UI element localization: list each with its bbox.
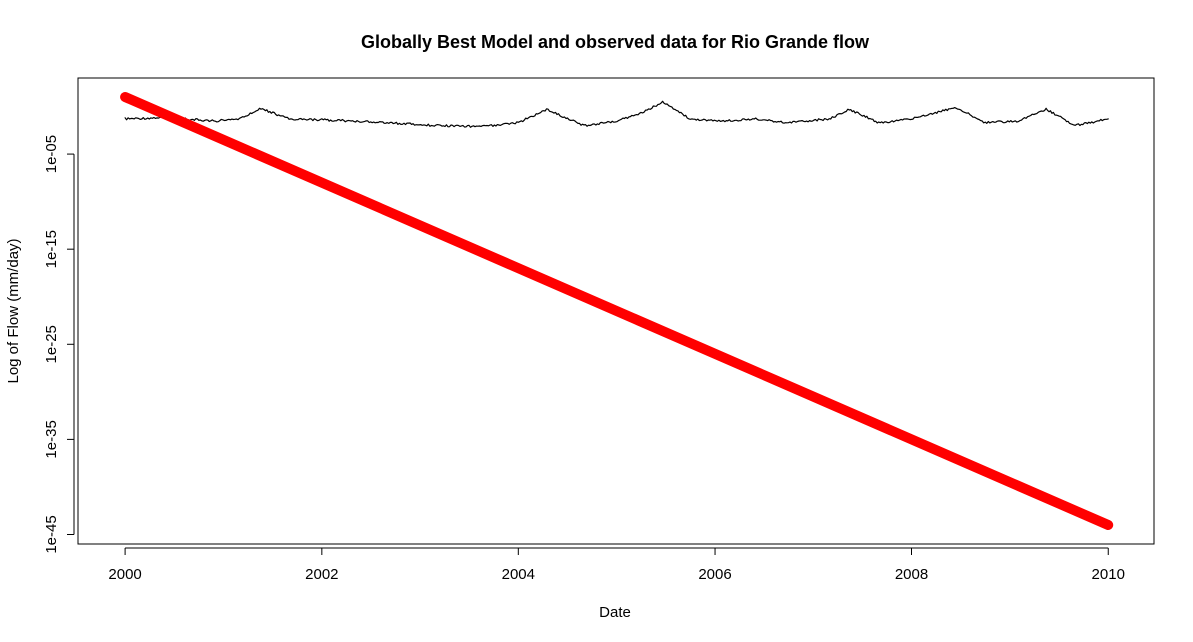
y-tick-label: 1e-25 [43,325,60,363]
x-tick-label: 2000 [108,566,141,583]
y-tick-label: 1e-15 [43,230,60,268]
series-layer [120,92,1114,530]
model-series-line [120,92,1114,530]
y-tick-label: 1e-05 [43,135,60,173]
y-tick-label: 1e-45 [43,515,60,553]
plot-frame [77,77,1155,545]
chart-title: Globally Best Model and observed data fo… [361,32,870,52]
x-tick-label: 2010 [1092,566,1125,583]
x-tick-label: 2006 [698,566,731,583]
y-axis: 1e-05 1e-15 1e-25 1e-35 1e-45 [43,135,75,554]
x-tick-label: 2004 [502,566,535,583]
x-tick-label: 2002 [305,566,338,583]
x-axis: 2000 2002 2004 2006 2008 2010 [108,547,1125,583]
y-tick-label: 1e-35 [43,420,60,458]
y-axis-label: Log of Flow (mm/day) [5,238,22,383]
x-tick-label: 2008 [895,566,928,583]
observed-series-line [124,100,1109,128]
x-axis-label: Date [599,604,631,621]
